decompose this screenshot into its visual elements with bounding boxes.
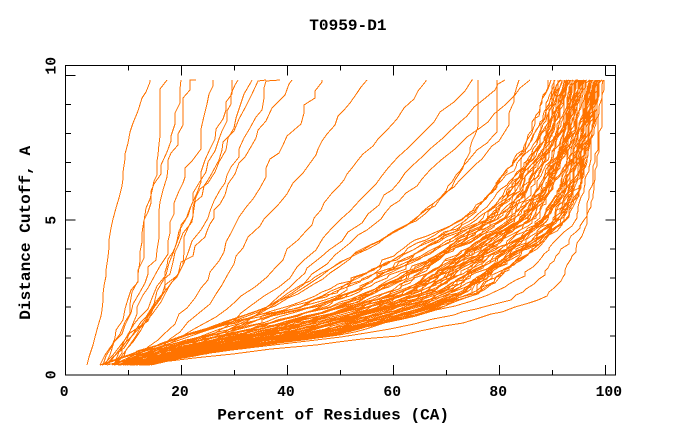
svg-text:5: 5	[44, 216, 60, 225]
svg-text:60: 60	[383, 385, 401, 401]
svg-text:10: 10	[44, 57, 60, 75]
svg-text:20: 20	[171, 385, 189, 401]
svg-text:Distance Cutoff, A: Distance Cutoff, A	[17, 146, 35, 320]
svg-text:0: 0	[60, 385, 69, 401]
svg-text:40: 40	[277, 385, 295, 401]
svg-text:0: 0	[44, 370, 60, 379]
svg-text:100: 100	[596, 385, 622, 401]
svg-text:80: 80	[489, 385, 507, 401]
svg-text:T0959-D1: T0959-D1	[309, 17, 386, 35]
svg-text:Percent of Residues (CA): Percent of Residues (CA)	[217, 407, 449, 425]
